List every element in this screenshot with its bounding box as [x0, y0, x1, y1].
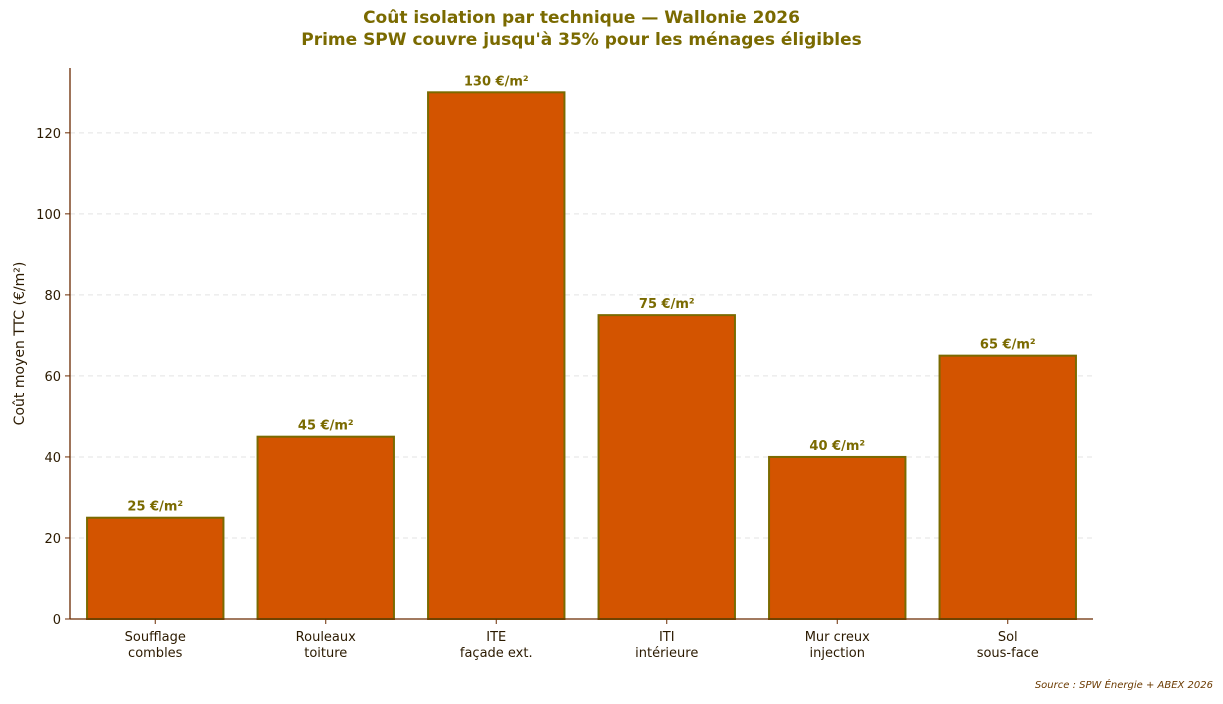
y-tick-label: 80 — [44, 289, 61, 304]
y-axis-label: Coût moyen TTC (€/m²) — [12, 262, 28, 426]
x-tick-label: Rouleaux — [296, 630, 356, 645]
bar — [86, 516, 225, 621]
x-tick-label: injection — [809, 646, 865, 661]
y-tick-label: 0 — [53, 613, 61, 628]
x-tick-label: façade ext. — [460, 646, 533, 661]
y-tick-label: 120 — [36, 127, 61, 142]
bar — [256, 435, 395, 621]
y-tick-label: 100 — [36, 208, 61, 223]
bar — [938, 354, 1077, 620]
chart-title: Coût isolation par technique — Wallonie … — [363, 8, 800, 28]
chart-subtitle: Prime SPW couvre jusqu'à 35% pour les mé… — [301, 30, 862, 50]
y-tick-label: 40 — [44, 451, 61, 466]
x-tick-label: toiture — [304, 646, 347, 661]
bar-value-label: 25 €/m² — [127, 500, 183, 515]
x-tick-label: ITE — [486, 630, 506, 645]
x-tick-label: Sol — [998, 630, 1018, 645]
bar — [597, 314, 736, 620]
bar-value-label: 65 €/m² — [980, 338, 1036, 353]
y-tick-label: 60 — [44, 370, 61, 385]
bar-value-label: 40 €/m² — [809, 439, 865, 454]
bar — [427, 91, 566, 620]
bar — [768, 455, 907, 620]
x-tick-label: combles — [128, 646, 183, 661]
bar-value-label: 130 €/m² — [464, 74, 529, 89]
source-note: Source : SPW Énergie + ABEX 2026 — [1034, 680, 1213, 691]
bar-value-label: 45 €/m² — [298, 419, 354, 434]
x-tick-label: Mur creux — [805, 630, 870, 645]
y-tick-label: 20 — [44, 532, 61, 547]
bar-value-label: 75 €/m² — [639, 297, 695, 312]
x-tick-label: sous-face — [977, 646, 1039, 661]
x-tick-label: Soufflage — [125, 630, 186, 645]
x-tick-label: intérieure — [635, 646, 698, 661]
x-tick-label: ITI — [659, 630, 675, 645]
